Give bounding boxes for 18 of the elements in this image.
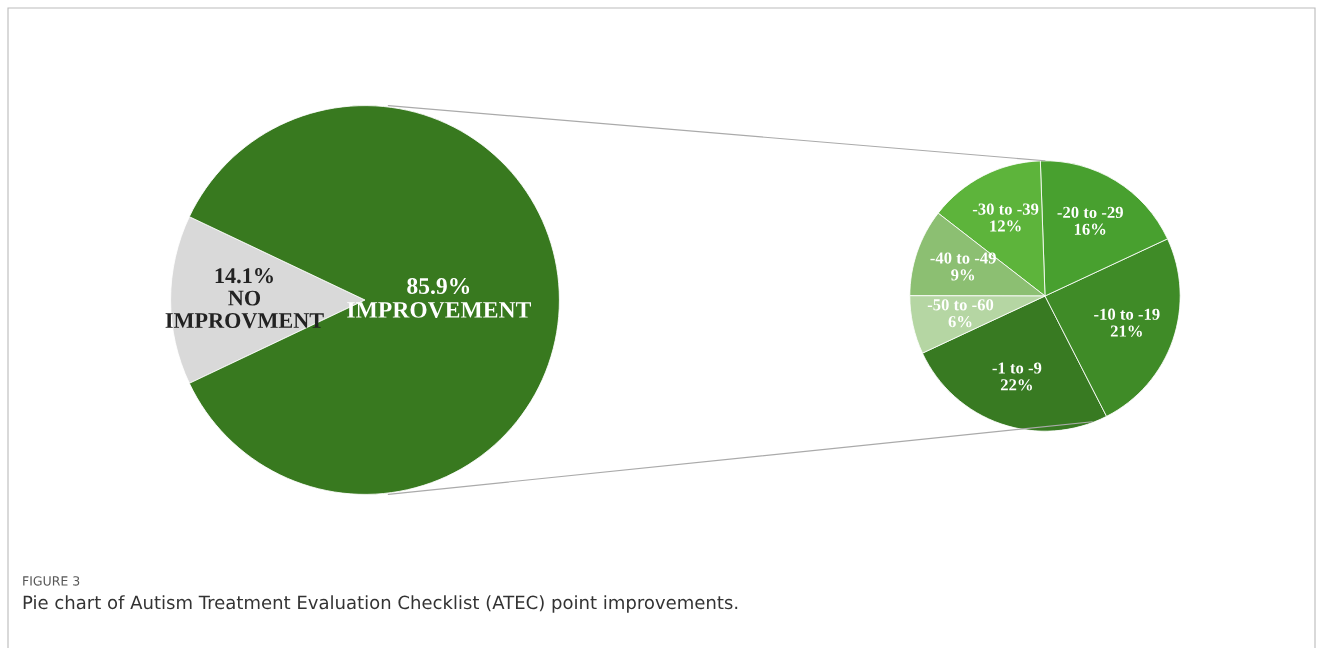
- data-label: 12%: [990, 220, 1021, 232]
- slice-label: NO IMPROVMENT: [165, 290, 324, 329]
- slice-label: -1 to -9: [992, 362, 1042, 374]
- slice-label: -30 to -39: [972, 203, 1039, 215]
- data-label: 16%: [1074, 223, 1106, 235]
- caption: FIGURE 3: [23, 576, 80, 586]
- slice-label: IMPROVEMENT: [347, 301, 531, 318]
- data-label: 9%: [951, 269, 975, 281]
- slice-label: -20 to -29: [1057, 206, 1123, 218]
- data-label: 22%: [1000, 379, 1032, 391]
- data-label: 21%: [1110, 325, 1142, 337]
- text: Pie chart of Autism Treatment Evaluation Checklist (ATEC) point improvements.: [23, 595, 738, 613]
- data-label: 14.1%: [215, 268, 273, 284]
- slice-label: -40 to -49: [930, 252, 996, 264]
- slice-label: -50 to -60: [927, 299, 994, 311]
- data-label: 85.9%: [407, 278, 470, 295]
- slice-label: -10 to -19: [1094, 308, 1160, 320]
- data-label: 6%: [948, 315, 972, 328]
